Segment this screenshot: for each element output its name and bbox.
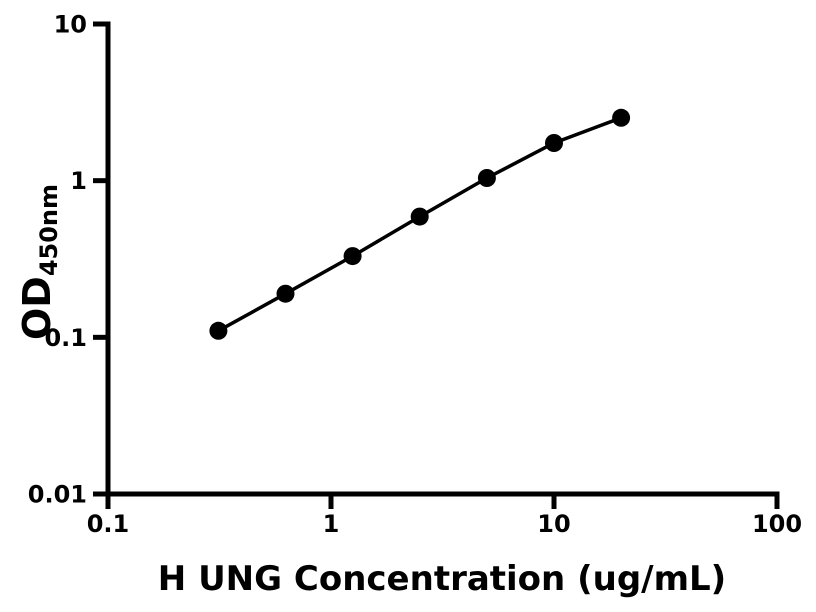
y-axis-title-main: OD	[15, 276, 59, 340]
y-axis-title: OD450nm	[15, 184, 63, 340]
data-point	[612, 108, 631, 127]
data-point	[343, 247, 362, 266]
x-axis-title: H UNG Concentration (ug/mL)	[158, 559, 726, 599]
x-tick-label: 1	[323, 510, 340, 538]
y-tick-label: 0.1	[44, 324, 87, 352]
axis-spines	[105, 21, 780, 497]
data-point	[410, 207, 429, 226]
x-tick-label: 0.1	[87, 510, 130, 538]
x-tick-label: 100	[752, 510, 802, 538]
y-tick-label: 10	[54, 10, 87, 38]
y-tick-label: 1	[70, 167, 87, 195]
data-point	[545, 134, 563, 152]
data-point	[276, 284, 295, 303]
x-tick-label: 10	[537, 510, 570, 538]
y-axis-title-subscript: 450nm	[35, 184, 63, 276]
data-point	[209, 321, 228, 340]
y-tick-label: 0.01	[28, 481, 87, 509]
data-point	[477, 169, 496, 187]
